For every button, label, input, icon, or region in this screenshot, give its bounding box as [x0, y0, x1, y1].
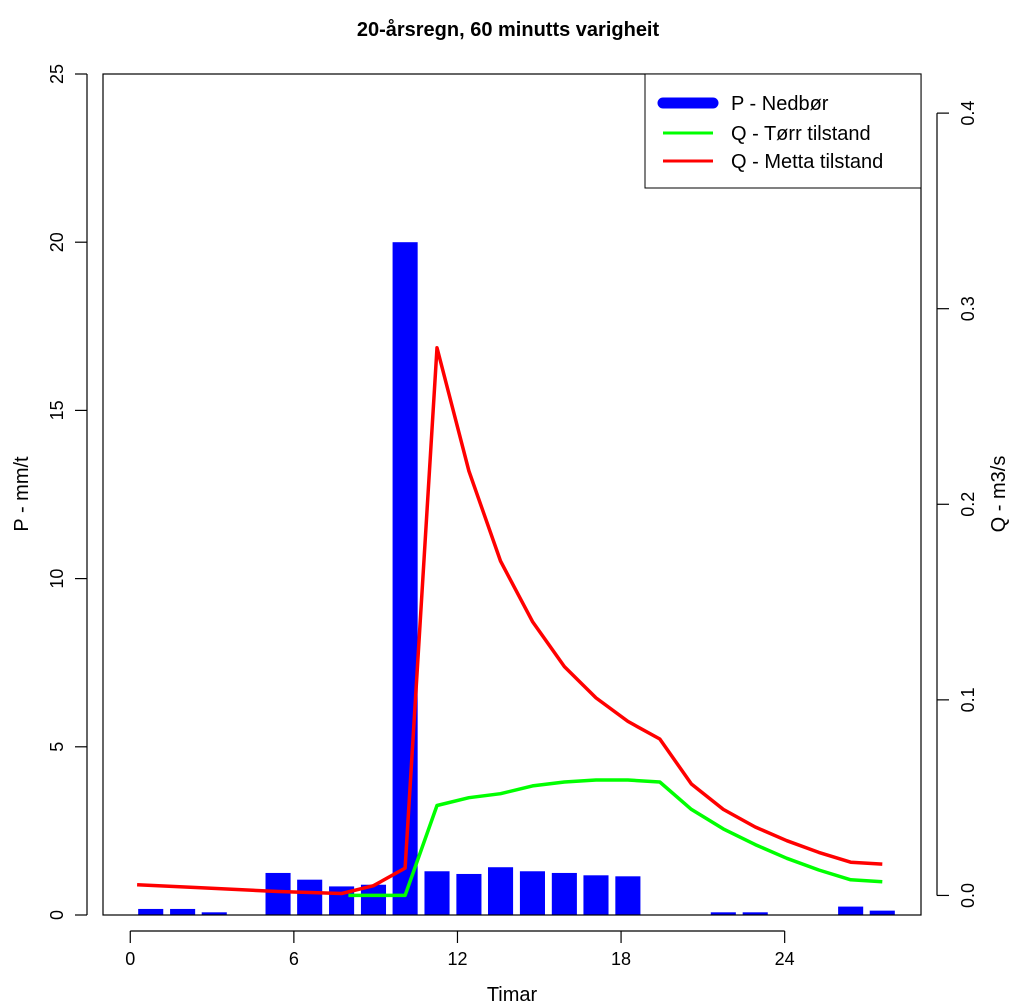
legend-label-dry: Q - Tørr tilstand — [731, 123, 871, 145]
y-axis-label-right: Q - m3/s — [988, 456, 1010, 533]
x-tick-label: 12 — [447, 949, 467, 969]
precip-bar — [519, 871, 545, 915]
axes: 0 6 12 18 24 0 5 10 15 20 25 0.0 0.1 0.2 0.3 0.4 — [47, 64, 978, 969]
y-tick-label-right: 0.1 — [958, 687, 978, 712]
plot-frame — [102, 73, 922, 916]
y-tick-label-left: 15 — [47, 400, 67, 420]
legend-label-wet: Q - Metta tilstand — [731, 151, 883, 173]
y-tick-label-right: 0.4 — [958, 101, 978, 126]
precip-bar — [201, 912, 227, 915]
precip-bar — [742, 912, 768, 915]
x-tick-label: 6 — [289, 949, 299, 969]
series-line-dry — [348, 778, 883, 898]
x-tick-label: 24 — [775, 949, 795, 969]
legend-box — [644, 73, 922, 189]
precip-bar — [360, 884, 387, 915]
legend-label-bars: P - Nedbør — [731, 93, 829, 115]
precipitation-bars — [138, 242, 895, 915]
precip-bar — [710, 912, 736, 915]
precip-bar — [551, 872, 577, 915]
y-tick-label-left: 5 — [47, 742, 67, 752]
legend: P - Nedbør Q - Tørr tilstand Q - Metta t… — [644, 73, 922, 189]
x-axis-label: Timar — [487, 984, 538, 1006]
y-tick-label-right: 0.3 — [958, 296, 978, 321]
series-line-wet — [137, 346, 883, 896]
y-axis-label-left: P - mm/t — [11, 456, 33, 532]
precip-bar — [424, 871, 450, 915]
y-tick-label-left: 10 — [47, 569, 67, 589]
chart-title: 20-årsregn, 60 minutts varigheit — [357, 18, 660, 41]
precip-bar — [615, 876, 641, 915]
y-tick-label-right: 0.0 — [958, 883, 978, 908]
y-tick-label-left: 0 — [47, 910, 67, 920]
discharge-lines — [137, 346, 883, 898]
precip-bar — [138, 908, 164, 915]
y-tick-label-left: 25 — [47, 64, 67, 84]
precip-bar — [297, 879, 323, 915]
x-tick-label: 18 — [611, 949, 631, 969]
x-tick-label: 0 — [125, 949, 135, 969]
y-tick-label-left: 20 — [47, 232, 67, 252]
precip-bar — [869, 910, 895, 915]
precip-bar — [170, 908, 196, 915]
precip-bar — [583, 875, 609, 915]
precip-bar — [456, 873, 482, 915]
precip-bar — [838, 906, 864, 915]
precip-bar — [265, 872, 291, 915]
precip-bar — [488, 867, 514, 915]
y-tick-label-right: 0.2 — [958, 492, 978, 517]
precip-bar — [392, 242, 418, 915]
